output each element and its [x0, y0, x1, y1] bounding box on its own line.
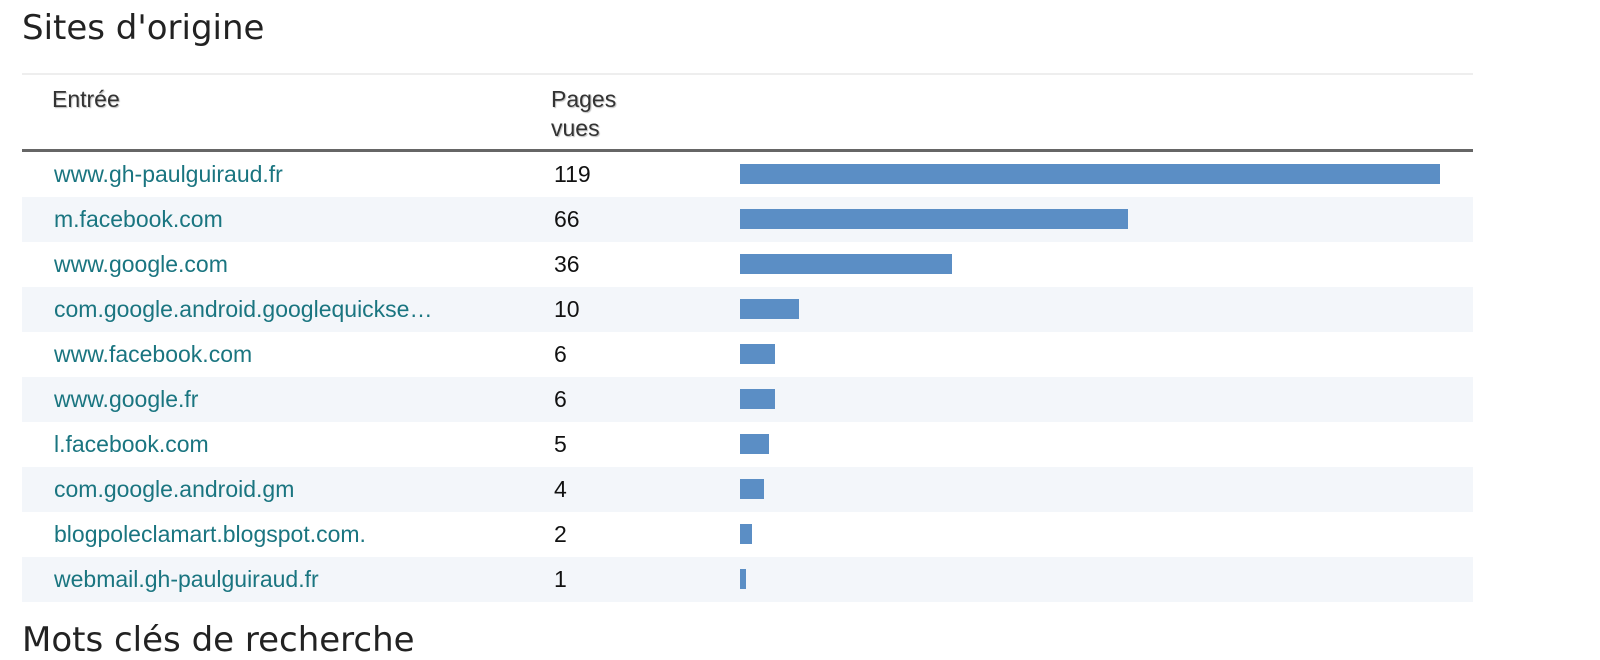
table-row: com.google.android.gm 4: [22, 467, 1473, 512]
table-row: webmail.gh-paulguiraud.fr 1: [22, 557, 1473, 602]
pageviews-bar: [740, 344, 776, 364]
pageviews: 1: [554, 566, 567, 592]
column-header: Entrée: [52, 86, 120, 112]
table-row: com.google.android.googlequickse… 10: [22, 287, 1473, 332]
pageviews-bar: [740, 479, 764, 499]
site-link[interactable]: www.google.fr: [54, 386, 199, 412]
pageviews: 2: [554, 521, 567, 547]
pageviews-bar: [740, 254, 952, 274]
table-row: www.google.fr 6: [22, 377, 1473, 422]
table-row: www.gh-paulguiraud.fr 119: [22, 152, 1473, 197]
pageviews-bar: [740, 524, 752, 544]
site-link[interactable]: com.google.android.googlequickse…: [54, 296, 433, 322]
pageviews-bar: [740, 434, 770, 454]
referrer-table: Entrée Pages vues www.gh-paulguiraud.fr 1…: [22, 73, 1473, 602]
pageviews: 6: [554, 341, 567, 367]
table-row: m.facebook.com 66: [22, 197, 1473, 242]
pageviews-bar: [740, 389, 776, 409]
pageviews: 119: [554, 161, 591, 187]
table-header: Entrée Pages vues: [22, 75, 1473, 152]
site-link[interactable]: www.facebook.com: [54, 341, 253, 367]
pageviews-bar: [740, 164, 1440, 184]
site-link[interactable]: com.google.android.gm: [54, 476, 295, 502]
section-title: Sites d'origine: [22, 8, 265, 48]
section-title: Mots clés de recherche: [22, 620, 415, 660]
pageviews: 4: [554, 476, 567, 502]
table-row: www.facebook.com 6: [22, 332, 1473, 377]
pageviews-bar: [740, 209, 1129, 229]
column-header: Pages vues: [551, 86, 617, 141]
site-link[interactable]: l.facebook.com: [54, 431, 209, 457]
pageviews: 5: [554, 431, 567, 457]
table-row: www.google.com 36: [22, 242, 1473, 287]
site-link[interactable]: www.google.com: [54, 251, 228, 277]
site-link[interactable]: blogpoleclamart.blogspot.com.: [54, 521, 366, 547]
pageviews: 36: [554, 251, 580, 277]
pageviews: 6: [554, 386, 567, 412]
pageviews-bar: [740, 569, 746, 589]
table-row: l.facebook.com 5: [22, 422, 1473, 467]
pageviews-bar: [740, 299, 799, 319]
site-link[interactable]: webmail.gh-paulguiraud.fr: [54, 566, 319, 592]
pageviews: 10: [554, 296, 580, 322]
site-link[interactable]: www.gh-paulguiraud.fr: [54, 161, 283, 187]
pageviews: 66: [554, 206, 580, 232]
table-body: www.gh-paulguiraud.fr 119 m.facebook.com 66…: [22, 152, 1473, 602]
site-link[interactable]: m.facebook.com: [54, 206, 223, 232]
table-row: blogpoleclamart.blogspot.com. 2: [22, 512, 1473, 557]
